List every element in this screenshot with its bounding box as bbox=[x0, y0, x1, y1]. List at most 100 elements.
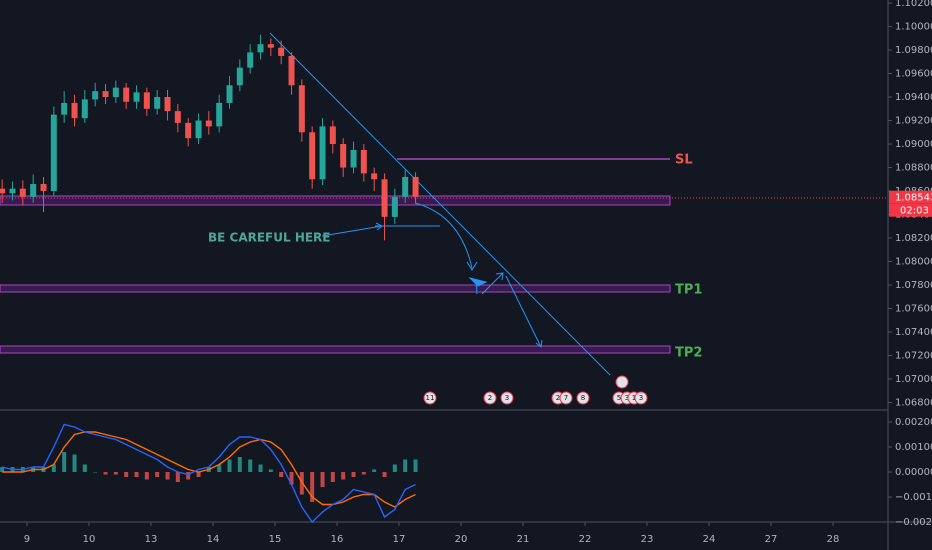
y-tick-label: 1.09000 bbox=[895, 139, 932, 150]
histogram-bar bbox=[62, 452, 67, 472]
histogram-bar bbox=[268, 469, 273, 472]
histogram-bar bbox=[103, 472, 108, 475]
note-arrow bbox=[321, 222, 383, 237]
event-badge-label: 8 bbox=[581, 394, 585, 402]
histogram-bar bbox=[413, 459, 418, 472]
candle-body bbox=[402, 176, 409, 197]
y-tick-label: 0.00000 bbox=[895, 467, 932, 478]
price-tag bbox=[889, 190, 932, 204]
candle-body bbox=[0, 188, 6, 194]
histogram-bar bbox=[361, 472, 366, 475]
price-tag-label: 1.08543 bbox=[895, 193, 932, 204]
histogram-bar bbox=[72, 454, 77, 472]
event-badge-label: 2 bbox=[556, 394, 560, 402]
candle-body bbox=[164, 97, 171, 112]
candle-body bbox=[143, 92, 150, 109]
histogram-bar bbox=[310, 472, 315, 502]
histogram-bar bbox=[217, 464, 222, 472]
histogram-bar bbox=[341, 472, 346, 480]
histogram-bar bbox=[93, 472, 98, 473]
candle-body bbox=[288, 55, 295, 86]
histogram-bar bbox=[82, 464, 87, 472]
y-tick-label: 1.07800 bbox=[895, 280, 932, 291]
histogram-bar bbox=[186, 472, 191, 480]
histogram-bar bbox=[124, 472, 129, 477]
candle-body bbox=[350, 149, 357, 168]
zone bbox=[0, 284, 671, 293]
countdown-tag bbox=[889, 203, 932, 217]
path-arrow bbox=[481, 272, 504, 295]
candle-body bbox=[71, 102, 78, 119]
histogram-bar bbox=[330, 472, 335, 482]
histogram-bar bbox=[289, 472, 294, 485]
candle-body bbox=[19, 188, 26, 197]
event-badge-label: 3 bbox=[625, 394, 629, 402]
event-badge bbox=[500, 391, 514, 405]
histogram-bar bbox=[175, 472, 180, 482]
histogram-bar bbox=[0, 467, 5, 472]
drawings bbox=[0, 32, 888, 389]
candle-body bbox=[267, 44, 274, 48]
event-badge-label: 3 bbox=[639, 394, 643, 402]
candle-body bbox=[391, 196, 398, 217]
y-tick-label: 1.09200 bbox=[895, 116, 932, 127]
histogram-bar bbox=[320, 472, 325, 487]
y-tick-label: 1.10200 bbox=[895, 0, 932, 9]
candle-body bbox=[195, 120, 202, 139]
sl-label: SL bbox=[675, 153, 693, 168]
histogram-bar bbox=[351, 472, 356, 477]
candle-body bbox=[340, 144, 347, 168]
y-tick-label: 1.10000 bbox=[895, 22, 932, 33]
y-tick-label: 1.07200 bbox=[895, 350, 932, 361]
y-tick-label: 1.09400 bbox=[895, 92, 932, 103]
candle-body bbox=[30, 183, 37, 197]
histogram-bar bbox=[165, 472, 170, 480]
histogram-bar bbox=[196, 472, 201, 477]
zone bbox=[0, 195, 671, 206]
histogram-bar bbox=[144, 472, 149, 480]
path-arrow bbox=[414, 202, 478, 271]
y-tick-label: 1.09600 bbox=[895, 69, 932, 80]
candle-body bbox=[247, 52, 254, 68]
candle-body bbox=[371, 173, 378, 180]
event-badge-label: 3 bbox=[505, 394, 509, 402]
x-tick-label: 13 bbox=[145, 534, 158, 545]
x-tick-label: 22 bbox=[579, 534, 592, 545]
event-icon bbox=[615, 375, 629, 389]
candle-body bbox=[216, 102, 223, 127]
event-badge-label: 2 bbox=[488, 394, 492, 402]
histogram-bar bbox=[51, 464, 56, 472]
histogram-bar bbox=[237, 457, 242, 472]
histogram-bar bbox=[248, 459, 253, 472]
x-tick-label: 23 bbox=[641, 534, 654, 545]
y-tick-label: 1.07000 bbox=[895, 374, 932, 385]
zone bbox=[0, 345, 671, 354]
x-tick-label: 24 bbox=[703, 534, 716, 545]
candle-body bbox=[92, 91, 99, 100]
tp2-label: TP2 bbox=[675, 346, 702, 361]
candle-body bbox=[329, 126, 336, 145]
candle-body bbox=[112, 87, 119, 98]
y-tick-label: 1.08200 bbox=[895, 233, 932, 244]
event-badge-label: 7 bbox=[564, 394, 568, 402]
candle-body bbox=[236, 67, 243, 86]
candle-body bbox=[298, 85, 305, 133]
x-tick-label: 16 bbox=[331, 534, 344, 545]
candle-body bbox=[174, 111, 181, 123]
event-badge bbox=[559, 391, 573, 405]
event-badge bbox=[634, 391, 648, 405]
histogram-bar bbox=[155, 472, 160, 477]
candle-body bbox=[257, 44, 264, 53]
x-tick-label: 21 bbox=[517, 534, 530, 545]
histogram-bar bbox=[392, 464, 397, 472]
candle-body bbox=[205, 120, 212, 127]
countdown-label: 02:03 bbox=[900, 206, 929, 217]
signal-line bbox=[2, 431, 416, 508]
y-tick-label: 1.07600 bbox=[895, 303, 932, 314]
event-badge-label: 5 bbox=[617, 394, 621, 402]
